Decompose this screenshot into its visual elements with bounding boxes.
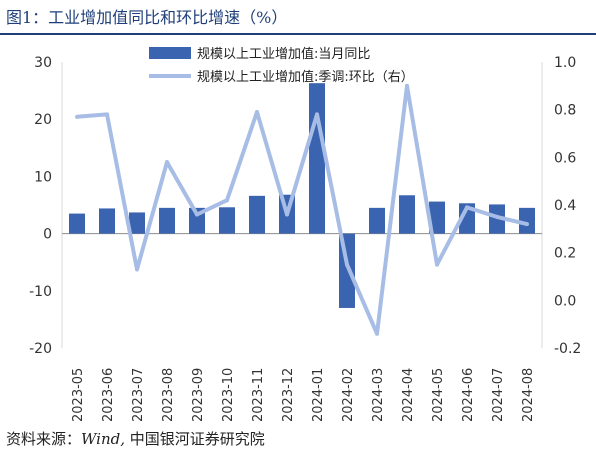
x-tick-label: 2024-08 (521, 368, 536, 422)
plot-frame (61, 62, 543, 348)
line-path (76, 83, 528, 336)
line-point (135, 267, 139, 272)
bar (129, 212, 145, 234)
line-point (495, 214, 499, 219)
line-point (165, 160, 169, 165)
source-suffix: 中国银河证券研究院 (125, 430, 265, 448)
legend: 规模以上工业增加值:当月同比 规模以上工业增加值:季调:环比（右） (149, 46, 414, 85)
x-tick-label: 2023-09 (191, 368, 206, 422)
line-point (255, 110, 259, 115)
line-point (315, 112, 319, 117)
left-axis-ticks: 30 20 10 0 -10 -20 (29, 55, 52, 357)
right-axis-ticks: 1.0 0.8 0.6 0.4 0.2 0.0 -0.2 (554, 55, 581, 357)
x-tick-label: 2023-12 (281, 368, 296, 422)
right-tick-label: 0.6 (554, 150, 576, 166)
legend-bar-swatch (149, 47, 191, 59)
line-point (405, 83, 409, 88)
line-point (105, 112, 109, 117)
line-point (435, 262, 439, 267)
right-tick-label: 1.0 (554, 55, 576, 71)
left-tick-label: 10 (34, 169, 52, 185)
x-axis-labels: 2023-05 2023-06 2023-07 2023-08 2023-09 2023-… (71, 368, 536, 422)
x-tick-label: 2024-03 (371, 368, 386, 422)
x-tick-label: 2024-01 (311, 368, 326, 422)
title-rule (0, 33, 596, 35)
x-tick-label: 2023-10 (221, 368, 236, 422)
x-tick-label: 2024-02 (341, 368, 356, 422)
right-tick-label: 0.8 (554, 103, 576, 119)
source-english: Wind, (81, 430, 125, 448)
line-point (285, 212, 289, 217)
x-tick-label: 2024-07 (491, 368, 506, 422)
x-tick-label: 2024-04 (401, 368, 416, 422)
right-tick-label: 0.0 (554, 293, 576, 309)
bar-series (69, 83, 535, 308)
x-tick-label: 2023-05 (71, 368, 86, 422)
bar (219, 207, 235, 234)
line-point (345, 262, 349, 267)
bar (99, 208, 115, 234)
line-series (75, 83, 529, 336)
chart-area: 30 20 10 0 -10 -20 1.0 0.8 0.6 0.4 0.2 0.0 -0.2 202… (29, 46, 581, 422)
line-point (75, 114, 79, 119)
left-tick-label: 30 (34, 55, 52, 71)
bar (159, 207, 175, 234)
bar (489, 204, 505, 234)
line-point (525, 222, 529, 227)
bar (429, 201, 445, 234)
source-note: 资料来源：Wind, 中国银河证券研究院 (6, 428, 265, 449)
right-tick-label: 0.2 (554, 246, 576, 262)
x-tick-label: 2024-05 (431, 368, 446, 422)
bar (309, 83, 325, 234)
x-tick-label: 2023-07 (131, 368, 146, 422)
right-tick-label: -0.2 (554, 341, 581, 357)
bar (249, 195, 265, 234)
line-point (195, 212, 199, 217)
legend-bar-label: 规模以上工业增加值:当月同比 (197, 46, 370, 62)
x-tick-label: 2023-06 (101, 368, 116, 422)
bar (69, 213, 85, 234)
left-tick-label: 20 (34, 112, 52, 128)
bar (369, 207, 385, 234)
x-tick-label: 2023-08 (161, 368, 176, 422)
left-tick-label: 0 (43, 227, 52, 243)
x-tick-label: 2023-11 (251, 368, 266, 422)
x-tick-label: 2024-06 (461, 368, 476, 422)
right-tick-label: 0.4 (554, 198, 576, 214)
line-point (465, 205, 469, 210)
left-tick-label: -20 (29, 341, 52, 357)
bar (399, 195, 415, 234)
line-point (225, 198, 229, 203)
bar (519, 207, 535, 234)
line-point (375, 331, 379, 336)
left-tick-label: -10 (29, 284, 52, 300)
figure-title: 图1：工业增加值同比和环比增速（%） (6, 8, 288, 27)
legend-line-label: 规模以上工业增加值:季调:环比（右） (197, 69, 414, 85)
source-prefix: 资料来源： (6, 430, 82, 448)
